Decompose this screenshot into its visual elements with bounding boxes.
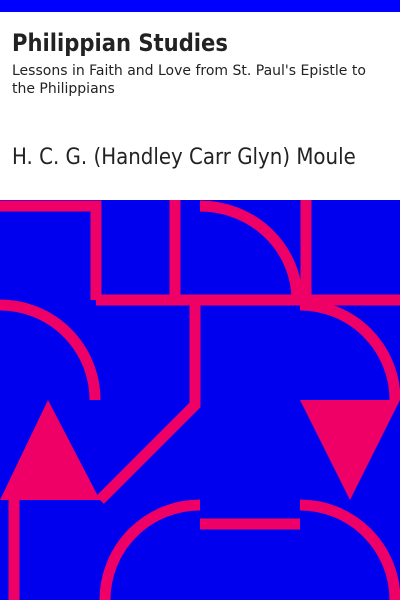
triangle-down	[300, 400, 400, 500]
cover-header: Philippian Studies Lessons in Faith and …	[0, 12, 400, 200]
pattern-strokes	[0, 200, 400, 600]
stroke-left-arc	[0, 299, 101, 401]
triangle-up	[0, 400, 100, 500]
stroke-bottom-right-arc	[299, 499, 400, 600]
book-title: Philippian Studies	[12, 29, 228, 57]
top-color-band	[0, 0, 400, 12]
geometric-pattern-graphic	[0, 200, 400, 600]
cover-art-pattern	[0, 200, 400, 600]
book-author: H. C. G. (Handley Carr Glyn) Moule	[12, 145, 356, 170]
pattern-fills	[0, 400, 400, 500]
book-subtitle: Lessons in Faith and Love from St. Paul'…	[12, 63, 366, 97]
stroke-top-left-corner	[0, 200, 102, 300]
stroke-diagonal	[96, 300, 201, 504]
stroke-right-arc	[299, 299, 400, 401]
stroke-top-arc	[199, 200, 303, 301]
stroke-bottom-left-arc	[99, 499, 201, 600]
